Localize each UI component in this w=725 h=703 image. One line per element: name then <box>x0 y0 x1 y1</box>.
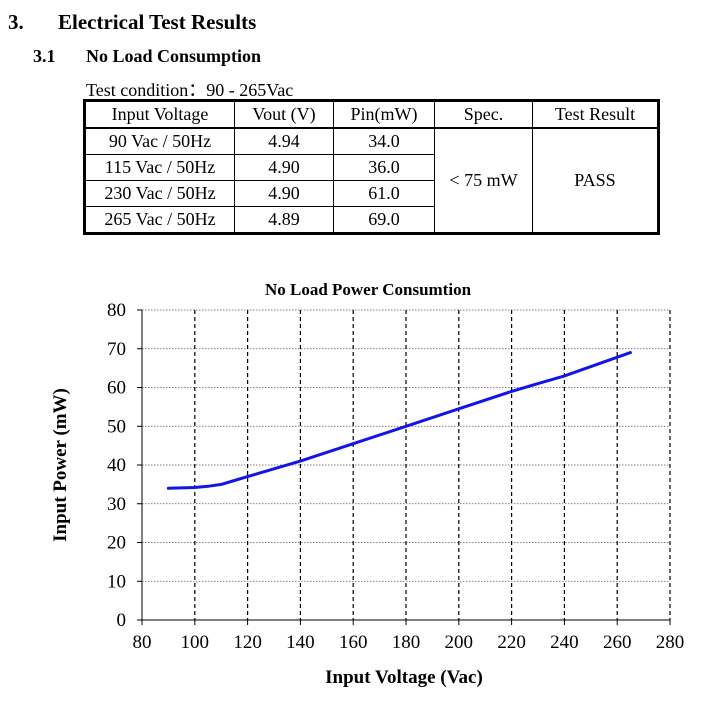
cell-spec: < 75 mW <box>434 127 533 234</box>
x-tick-label: 240 <box>550 632 579 653</box>
y-tick-label: 60 <box>107 378 126 399</box>
cell-input-voltage: 230 Vac / 50Hz <box>84 180 235 207</box>
chart-tick-labels: 0 10 20 30 40 50 60 70 80 80 100 120 140 160 180 200 220… <box>107 300 684 653</box>
x-tick-label: 220 <box>497 632 526 653</box>
test-condition: Test condition：90 - 265Vac <box>86 80 294 100</box>
header-input-voltage: Input Voltage <box>84 100 235 129</box>
x-tick-label: 200 <box>445 632 474 653</box>
subsection-heading: 3.1 No Load Consumption <box>33 46 261 67</box>
chart-axes <box>137 309 671 625</box>
x-tick-label: 260 <box>603 632 632 653</box>
y-axis-label: Input Power (mW) <box>50 388 71 542</box>
header-vout: Vout (V) <box>234 100 334 129</box>
chart-title: No Load Power Consumtion <box>265 280 472 299</box>
subsection-title: No Load Consumption <box>86 46 262 66</box>
table-row: 230 Vac / 50Hz 4.90 61.0 <box>84 180 659 207</box>
x-tick-label: 80 <box>133 632 152 653</box>
x-axis-label: Input Voltage (Vac) <box>325 667 483 688</box>
chart-grid <box>142 309 671 620</box>
subsection-number: 3.1 <box>33 46 56 66</box>
x-tick-label: 120 <box>233 632 262 653</box>
table-row: 90 Vac / 50Hz 4.94 34.0 < 75 mW PASS <box>84 127 659 234</box>
section-title: Electrical Test Results <box>58 10 257 34</box>
header-pin: Pin(mW) <box>333 100 435 129</box>
y-tick-label: 50 <box>107 416 126 437</box>
x-tick-label: 100 <box>181 632 210 653</box>
x-tick-label: 280 <box>656 632 685 653</box>
y-tick-label: 70 <box>107 339 126 360</box>
y-tick-label: 30 <box>107 494 126 515</box>
y-tick-label: 0 <box>117 610 127 631</box>
cell-pin: 69.0 <box>333 206 435 234</box>
results-table: Input Voltage Vout (V) Pin(mW) Spec. Tes… <box>83 99 660 235</box>
chart-series <box>166 351 632 490</box>
table-header-row: Input Voltage Vout (V) Pin(mW) Spec. Tes… <box>84 100 659 129</box>
cell-vout: 4.90 <box>234 154 334 181</box>
y-tick-label: 40 <box>107 455 126 476</box>
y-tick-label: 10 <box>107 571 126 592</box>
table-row: 265 Vac / 50Hz 4.89 69.0 <box>84 206 659 234</box>
y-tick-label: 80 <box>107 300 126 321</box>
header-spec: Spec. <box>434 100 533 129</box>
table-row: 115 Vac / 50Hz 4.90 36.0 <box>84 154 659 181</box>
cell-pin: 61.0 <box>333 180 435 207</box>
power-line <box>166 351 632 490</box>
x-tick-label: 160 <box>339 632 368 653</box>
section-number: 3. <box>8 10 24 34</box>
power-consumption-chart: No Load Power Consumtion 0 10 20 30 40 50 60 70… <box>50 280 684 688</box>
x-tick-label: 180 <box>392 632 421 653</box>
cell-pin: 36.0 <box>333 154 435 181</box>
cell-pin: 34.0 <box>333 127 435 155</box>
cell-vout: 4.89 <box>234 206 334 234</box>
cell-input-voltage: 90 Vac / 50Hz <box>84 127 235 155</box>
cell-test-result: PASS <box>532 127 659 234</box>
cell-vout: 4.94 <box>234 127 334 155</box>
cell-input-voltage: 115 Vac / 50Hz <box>84 154 235 181</box>
y-tick-label: 20 <box>107 533 126 554</box>
header-test-result: Test Result <box>532 100 659 129</box>
x-tick-label: 140 <box>286 632 315 653</box>
cell-vout: 4.90 <box>234 180 334 207</box>
cell-input-voltage: 265 Vac / 50Hz <box>84 206 235 234</box>
section-heading: 3. Electrical Test Results <box>8 10 256 35</box>
